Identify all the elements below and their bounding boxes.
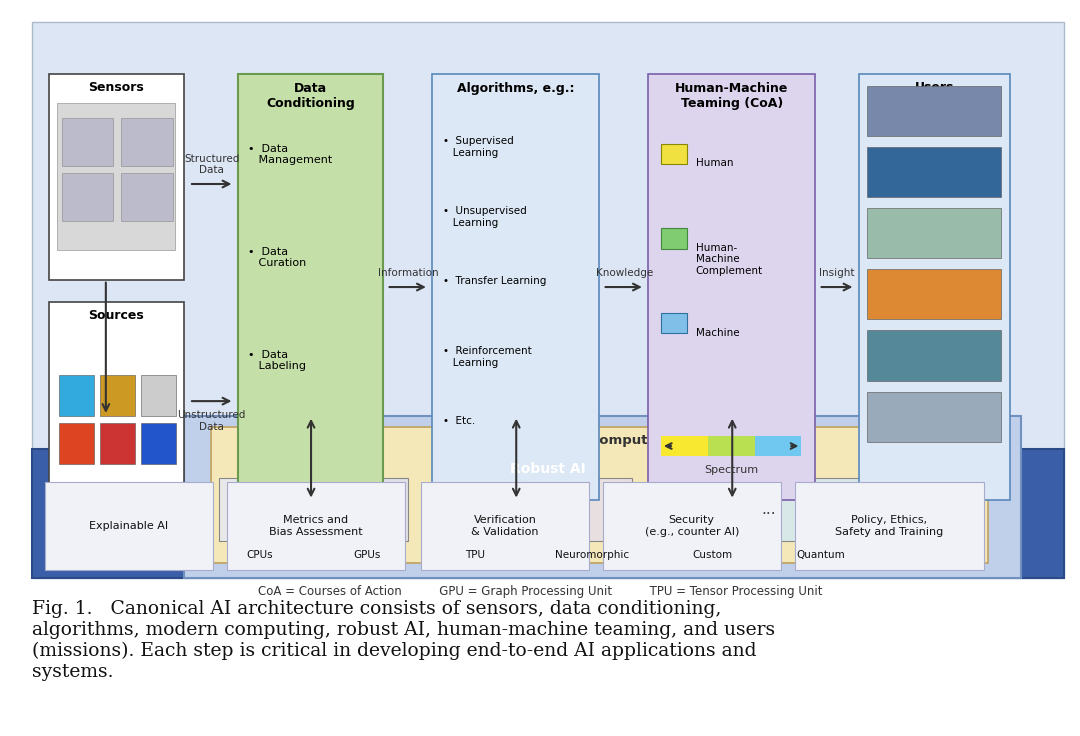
FancyBboxPatch shape	[867, 269, 1001, 319]
FancyBboxPatch shape	[141, 375, 176, 416]
FancyBboxPatch shape	[781, 478, 862, 541]
Text: Custom: Custom	[692, 550, 733, 560]
Text: Information: Information	[378, 268, 438, 278]
FancyBboxPatch shape	[648, 74, 815, 500]
FancyBboxPatch shape	[672, 478, 754, 541]
FancyBboxPatch shape	[867, 208, 1001, 258]
FancyBboxPatch shape	[59, 423, 94, 464]
Text: Structured
Data: Structured Data	[184, 154, 240, 175]
FancyBboxPatch shape	[867, 147, 1001, 197]
Text: Human-
Machine
Complement: Human- Machine Complement	[696, 243, 762, 276]
FancyBboxPatch shape	[661, 313, 687, 333]
FancyBboxPatch shape	[100, 375, 135, 416]
Text: Policy, Ethics,
Safety and Training: Policy, Ethics, Safety and Training	[835, 515, 944, 537]
FancyBboxPatch shape	[432, 74, 599, 500]
FancyBboxPatch shape	[121, 118, 173, 166]
Text: Spectrum: Spectrum	[704, 465, 759, 475]
Text: Human-Machine
Teaming (CoA): Human-Machine Teaming (CoA)	[675, 82, 788, 110]
Text: Neuromorphic: Neuromorphic	[555, 550, 629, 560]
FancyBboxPatch shape	[867, 86, 1001, 136]
Text: Sensors: Sensors	[89, 81, 144, 94]
Text: Users
(Missions): Users (Missions)	[899, 81, 970, 109]
FancyBboxPatch shape	[45, 482, 213, 570]
Text: Unstructured
Data: Unstructured Data	[177, 410, 246, 431]
Text: CoA = Courses of Action          GPU = Graph Processing Unit          TPU = Tens: CoA = Courses of Action GPU = Graph Proc…	[258, 585, 822, 598]
FancyBboxPatch shape	[100, 423, 135, 464]
Text: Modern Computing: Modern Computing	[528, 434, 671, 447]
Text: Machine: Machine	[696, 328, 739, 338]
Text: Insight: Insight	[820, 268, 854, 278]
Text: •  Reinforcement
   Learning: • Reinforcement Learning	[443, 346, 531, 367]
Text: Data
Conditioning: Data Conditioning	[266, 82, 355, 110]
FancyBboxPatch shape	[62, 173, 113, 221]
Text: Fig. 1.   Canonical AI architecture consists of sensors, data conditioning,
algo: Fig. 1. Canonical AI architecture consis…	[32, 600, 775, 681]
FancyBboxPatch shape	[62, 118, 113, 166]
Text: Security
(e.g., counter AI): Security (e.g., counter AI)	[645, 515, 739, 537]
FancyBboxPatch shape	[49, 302, 184, 500]
FancyBboxPatch shape	[59, 375, 94, 416]
FancyBboxPatch shape	[661, 436, 707, 456]
FancyBboxPatch shape	[603, 482, 781, 570]
Text: •  Data
   Labeling: • Data Labeling	[248, 350, 307, 371]
Text: Verification
& Validation: Verification & Validation	[471, 515, 539, 537]
Text: Metrics and
Bias Assessment: Metrics and Bias Assessment	[269, 515, 363, 537]
Text: GPUs: GPUs	[353, 550, 381, 560]
FancyBboxPatch shape	[227, 482, 405, 570]
FancyBboxPatch shape	[218, 478, 300, 541]
FancyBboxPatch shape	[238, 74, 383, 500]
FancyBboxPatch shape	[421, 482, 589, 570]
FancyBboxPatch shape	[141, 423, 176, 464]
FancyBboxPatch shape	[32, 449, 1064, 578]
Text: Human: Human	[696, 158, 733, 169]
FancyBboxPatch shape	[552, 478, 633, 541]
Text: Quantum: Quantum	[796, 550, 846, 560]
FancyBboxPatch shape	[867, 330, 1001, 381]
FancyBboxPatch shape	[211, 427, 988, 563]
FancyBboxPatch shape	[57, 103, 175, 250]
Text: •  Transfer Learning: • Transfer Learning	[443, 276, 546, 286]
FancyBboxPatch shape	[121, 173, 173, 221]
Text: •  Unsupervised
   Learning: • Unsupervised Learning	[443, 206, 527, 227]
FancyBboxPatch shape	[661, 228, 687, 249]
FancyBboxPatch shape	[435, 478, 516, 541]
FancyBboxPatch shape	[755, 436, 801, 456]
FancyBboxPatch shape	[661, 144, 687, 164]
Text: Robust AI: Robust AI	[510, 462, 586, 476]
Text: TPU: TPU	[465, 550, 485, 560]
Text: •  Data
   Curation: • Data Curation	[248, 247, 307, 268]
Text: Algorithms, e.g.:: Algorithms, e.g.:	[457, 82, 575, 96]
FancyBboxPatch shape	[867, 392, 1001, 442]
FancyBboxPatch shape	[795, 482, 984, 570]
Text: Sources: Sources	[89, 309, 144, 322]
FancyBboxPatch shape	[859, 74, 1010, 500]
FancyBboxPatch shape	[327, 478, 408, 541]
FancyBboxPatch shape	[707, 436, 755, 456]
Text: ...: ...	[761, 502, 777, 517]
Polygon shape	[184, 416, 1021, 578]
Text: •  Etc.: • Etc.	[443, 416, 475, 426]
FancyBboxPatch shape	[49, 74, 184, 280]
Text: •  Supervised
   Learning: • Supervised Learning	[443, 136, 514, 158]
Text: Explainable AI: Explainable AI	[90, 521, 168, 531]
Text: CPUs: CPUs	[246, 550, 272, 560]
Text: •  Data
   Management: • Data Management	[248, 144, 333, 165]
FancyBboxPatch shape	[32, 22, 1064, 578]
Text: Knowledge: Knowledge	[595, 268, 653, 278]
